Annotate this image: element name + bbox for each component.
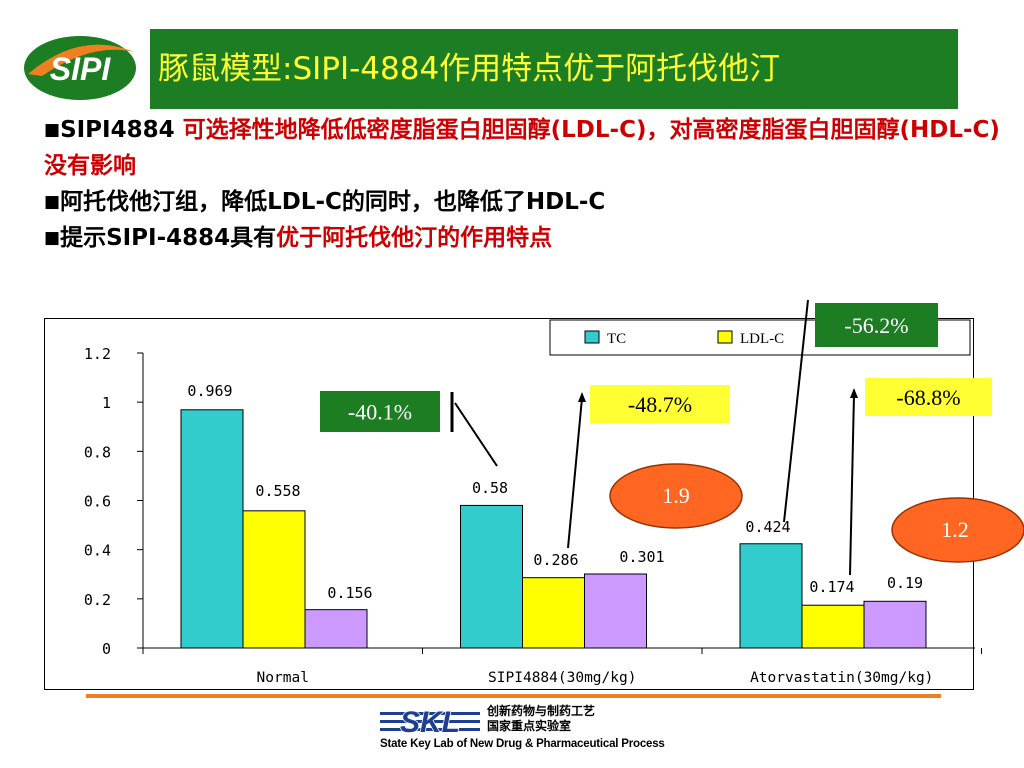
y-tick-label: 0.4 (84, 542, 111, 560)
bullet-1-black: SIPI4884 (60, 117, 183, 143)
x-tick-label: Atorvastatin(30mg/kg) (750, 670, 933, 686)
bullet-item-3: ■提示SIPI-4884具有优于阿托伐他汀的作用特点 (44, 220, 1004, 256)
legend-label: LDL-C (740, 331, 784, 347)
annotation-arrow (567, 397, 583, 549)
bullet-3-black: 提示SIPI-4884具有 (60, 225, 277, 251)
annotation-arrow (454, 402, 498, 467)
bullet-1-red: 可选择性地降低低密度脂蛋白胆固醇(LDL-C)，对高密度脂蛋白胆固醇(HDL-C… (44, 117, 1000, 179)
y-tick-label: 0 (102, 640, 111, 658)
data-label: 0.156 (327, 584, 372, 602)
bar-tc-1 (460, 504, 523, 649)
bullet-3-red: 优于阿托伐他汀的作用特点 (276, 225, 553, 251)
skl-logo: SKL (380, 706, 480, 736)
bullet-marker: ■ (44, 228, 61, 248)
annotation-label: -56.2% (844, 313, 908, 338)
data-label: 0.424 (745, 518, 790, 536)
bar-tc-0 (180, 409, 244, 649)
bar-ldlc-0 (242, 510, 306, 649)
logo-text: SIPI (50, 51, 112, 87)
y-tick-label: 0.2 (84, 591, 111, 609)
data-label: 0.19 (887, 574, 923, 592)
bar-hdl-2 (863, 600, 927, 649)
annotation-box (590, 385, 730, 423)
annotation-bubble (891, 497, 1024, 563)
bullet-2-black: 阿托伐他汀组，降低LDL-C的同时，也降低了HDL-C (60, 189, 606, 215)
x-tick-label: SIPI4884(30mg/kg) (488, 670, 636, 686)
data-label: 0.286 (533, 551, 578, 569)
lab-name-en: State Key Lab of New Drug & Pharmaceutic… (380, 738, 665, 750)
annotation-bubble-label: 1.9 (662, 483, 690, 508)
footer-divider (86, 694, 941, 698)
lab-name-cn-line2: 国家重点实验室 (487, 719, 572, 733)
title-part2: 优于阿托伐他汀 (563, 51, 781, 87)
bar-tc-2 (739, 543, 803, 649)
legend-swatch (717, 330, 733, 344)
annotation-box (320, 391, 440, 432)
annotation-arrow (783, 299, 809, 523)
skl-logo-text: SKL (400, 706, 460, 736)
bullet-marker: ■ (44, 120, 61, 140)
annotation-arrowhead (850, 388, 858, 398)
y-tick-label: 1.2 (84, 345, 111, 363)
bar-ldlc-2 (801, 604, 865, 649)
data-label: 0.174 (809, 578, 854, 596)
annotation-box (865, 378, 992, 416)
annotation-label: -40.1% (348, 400, 412, 425)
annotation-bubble (609, 463, 743, 529)
annotation-bubble-label: 1.2 (941, 517, 969, 542)
x-tick-label: Normal (257, 670, 309, 686)
annotation-label: -48.7% (628, 392, 692, 417)
sipi-logo: SIPI (22, 30, 140, 102)
bullet-item-1: ■SIPI4884 可选择性地降低低密度脂蛋白胆固醇(LDL-C)，对高密度脂蛋… (44, 112, 1004, 184)
data-label: 0.558 (255, 482, 300, 500)
data-label: 0.58 (472, 479, 508, 497)
legend-label: TC (607, 331, 626, 347)
annotation-label: -68.8% (896, 385, 960, 410)
y-tick-label: 0.6 (84, 493, 111, 511)
data-label: 0.301 (619, 548, 664, 566)
lab-name-cn: 创新药物与制药工艺 国家重点实验室 (487, 704, 595, 734)
y-tick-label: 0.8 (84, 443, 111, 461)
title-part1: 豚鼠模型:SIPI-4884作用特点 (158, 51, 564, 87)
bar-ldlc-1 (522, 577, 585, 649)
bullet-marker: ■ (44, 192, 61, 212)
bar-hdl-1 (584, 573, 647, 649)
bullet-item-2: ■阿托伐他汀组，降低LDL-C的同时，也降低了HDL-C (44, 184, 1004, 220)
lab-name-cn-line1: 创新药物与制药工艺 (487, 704, 596, 718)
legend-swatch (584, 330, 600, 344)
y-tick-label: 1 (102, 394, 111, 412)
bar-hdl-0 (304, 609, 368, 649)
annotation-arrow (849, 393, 855, 576)
annotation-arrowhead (578, 392, 586, 402)
bullet-list: ■SIPI4884 可选择性地降低低密度脂蛋白胆固醇(LDL-C)，对高密度脂蛋… (44, 112, 1004, 256)
data-label: 0.969 (187, 382, 232, 400)
annotation-box (815, 303, 938, 347)
page-title: 豚鼠模型:SIPI-4884作用特点优于阿托伐他汀 (150, 29, 958, 109)
